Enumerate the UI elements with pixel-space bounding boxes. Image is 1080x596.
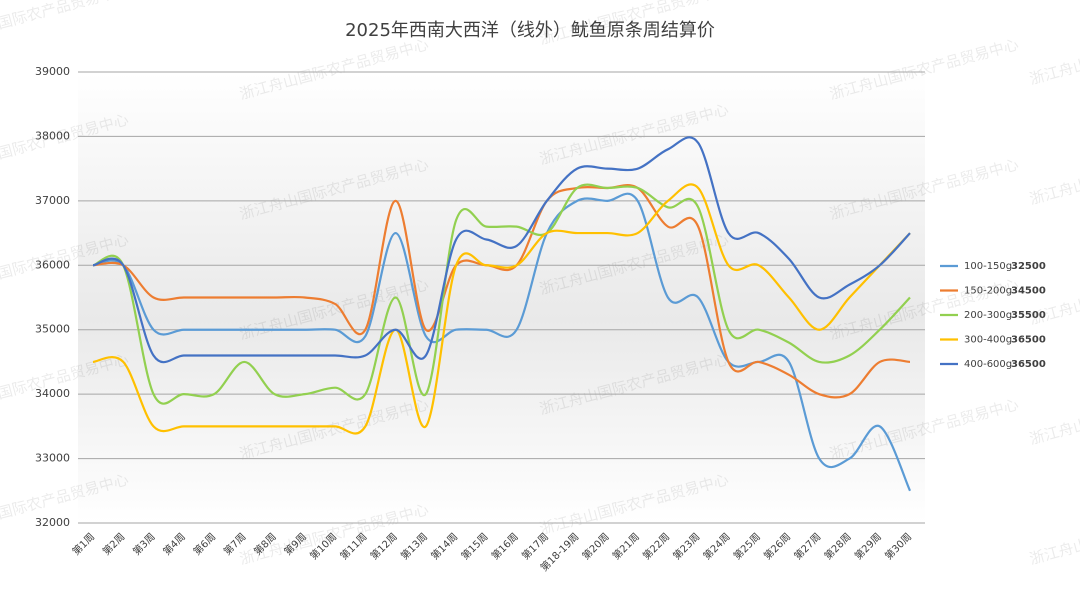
x-tick-label: 第13周 — [398, 530, 430, 562]
series-line — [92, 183, 911, 405]
legend-label: 150-200g — [964, 286, 1012, 297]
x-tick-label: 第27周 — [791, 530, 823, 562]
watermark: 浙江舟山国际农产品贸易中心 — [1028, 380, 1080, 448]
watermark: 浙江舟山国际农产品贸易中心 — [1028, 500, 1080, 568]
y-tick-label: 38000 — [35, 129, 70, 142]
x-tick-label: 第23周 — [670, 530, 702, 562]
x-tick-label: 第20周 — [579, 530, 611, 562]
watermark: 浙江舟山国际农产品贸易中心 — [1028, 140, 1080, 208]
y-tick-label: 37000 — [35, 194, 70, 207]
x-tick-label: 第29周 — [852, 530, 884, 562]
y-tick-label: 32000 — [35, 516, 70, 529]
legend-label: 200-300g — [964, 310, 1012, 321]
x-tick-label: 第26周 — [761, 530, 793, 562]
legend-value: 34500 — [1011, 286, 1046, 297]
x-tick-label: 第24周 — [700, 530, 732, 562]
x-tick-label: 第25周 — [731, 530, 763, 562]
legend-label: 100-150g — [964, 261, 1012, 272]
x-tick-label: 第6周 — [190, 530, 218, 558]
y-tick-label: 33000 — [35, 452, 70, 465]
lines — [92, 136, 911, 492]
legend-value: 36500 — [1011, 335, 1046, 346]
series-line — [92, 192, 911, 492]
legend-value: 36500 — [1011, 359, 1046, 370]
x-tick-label: 第15周 — [458, 530, 490, 562]
legend-label: 400-600g — [964, 359, 1012, 370]
series-line — [92, 183, 911, 435]
watermark: 浙江舟山国际农产品贸易中心 — [1028, 20, 1080, 88]
x-tick-label: 第30周 — [882, 530, 914, 562]
legend-value: 35500 — [1011, 310, 1046, 321]
legend-label: 300-400g — [964, 335, 1012, 346]
y-tick-label: 34000 — [35, 387, 70, 400]
series-line — [92, 136, 911, 364]
x-tick-label: 第1周 — [69, 530, 97, 558]
x-tick-label: 第21周 — [610, 530, 642, 562]
x-tick-label: 第2周 — [100, 530, 128, 558]
x-tick-label: 第12周 — [367, 530, 399, 562]
x-tick-label: 第22周 — [640, 530, 672, 562]
y-tick-label: 35000 — [35, 323, 70, 336]
x-tick-label: 第14周 — [428, 530, 460, 562]
x-tick-label: 第28周 — [821, 530, 853, 562]
y-tick-label: 36000 — [35, 258, 70, 271]
x-tick-label: 第16周 — [489, 530, 521, 562]
chart-title: 2025年西南大西洋（线外）鱿鱼原条周结算价 — [345, 20, 715, 41]
x-tick-label: 第3周 — [130, 530, 158, 558]
watermark: 浙江舟山国际农产品贸易中心 — [0, 0, 131, 48]
y-tick-label: 39000 — [35, 65, 70, 78]
legend-value: 32500 — [1011, 261, 1046, 272]
x-tick-label: 第4周 — [160, 530, 188, 558]
